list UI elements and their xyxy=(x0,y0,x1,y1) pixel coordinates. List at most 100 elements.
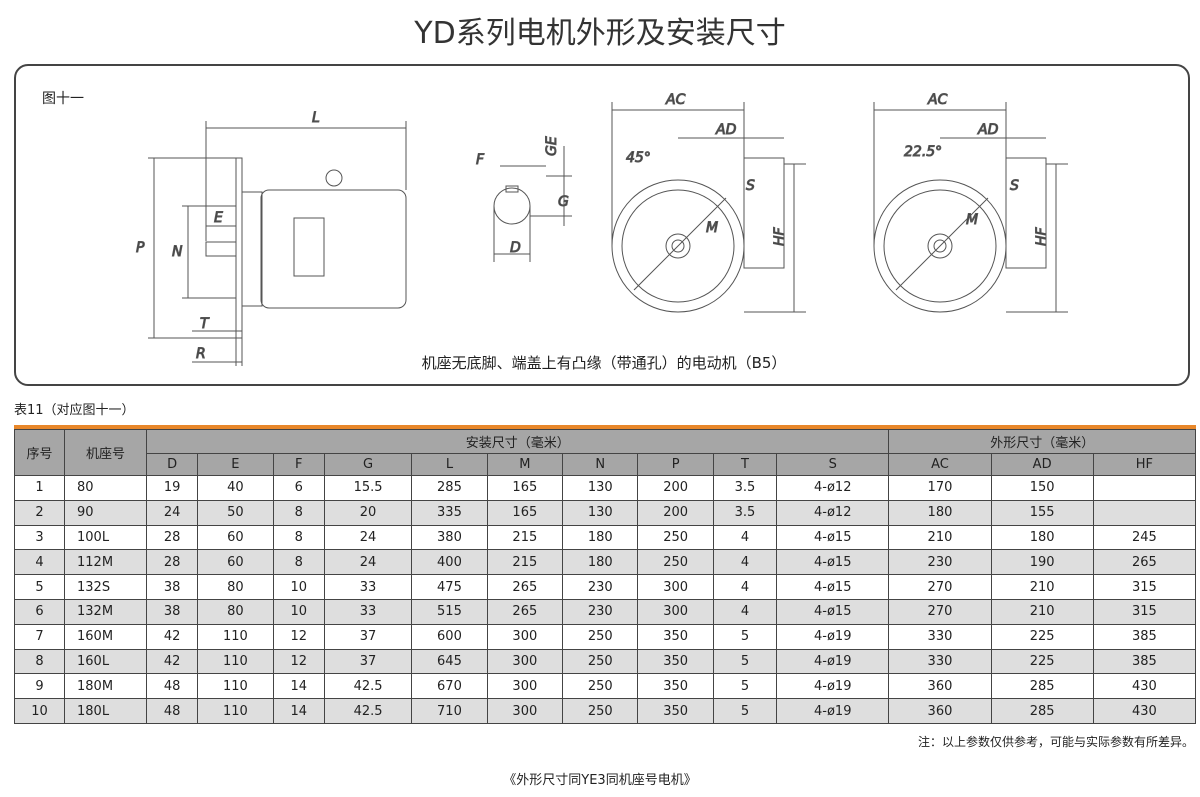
table-cell: 155 xyxy=(990,499,1094,526)
table-cell: 80 xyxy=(197,598,274,625)
table-cell: 7 xyxy=(14,623,65,650)
table-cell: 110 xyxy=(197,648,274,675)
table-cell: 430 xyxy=(1092,698,1197,724)
table-cell: 300 xyxy=(637,598,714,625)
column-header-l: L xyxy=(411,453,488,476)
table-cell: 285 xyxy=(411,475,488,501)
table-cell: 250 xyxy=(562,673,639,700)
table-cell: 130 xyxy=(562,499,639,526)
table-cell: 9 xyxy=(14,673,65,700)
table-cell: 180 xyxy=(562,549,639,576)
table-cell: 250 xyxy=(637,549,714,576)
table-cell: 170 xyxy=(888,475,992,501)
figure-caption: 机座无底脚、端盖上有凸缘（带通孔）的电动机（B5） xyxy=(421,354,787,372)
table-cell: 250 xyxy=(562,623,639,650)
page-title: YD系列电机外形及安装尺寸 xyxy=(414,16,786,51)
table-cell: 515 xyxy=(411,598,488,625)
dim-label-HF-1: HF xyxy=(772,226,788,246)
header-install-dimensions: 安装尺寸（毫米） xyxy=(145,429,890,454)
table-cell: 80 xyxy=(64,475,147,501)
table-cell: 210 xyxy=(990,574,1094,600)
shaft-section-drawing xyxy=(493,146,572,262)
table-cell: 250 xyxy=(562,648,639,675)
table-cell: 6 xyxy=(14,598,65,625)
table-cell: 130 xyxy=(562,475,639,501)
table-row: 1 80 19 40 6 15.5 285 165 130 200 3.5 4-ø12 170 150 xyxy=(14,475,1197,501)
table-cell: 4-ø15 xyxy=(776,549,890,576)
table-cell: 37 xyxy=(323,623,413,650)
column-header-t: T xyxy=(712,453,778,476)
dim-label-S-1: S xyxy=(746,178,755,194)
table-cell: 28 xyxy=(145,524,199,551)
table-cell: 190 xyxy=(990,549,1094,576)
table-cell: 24 xyxy=(145,499,199,526)
table-cell: 180L xyxy=(64,698,147,724)
table-cell: 330 xyxy=(888,623,992,650)
table-cell: 42 xyxy=(145,648,199,675)
table-cell: 4-ø15 xyxy=(776,574,890,600)
table-cell: 5 xyxy=(712,698,778,724)
table-cell: 225 xyxy=(990,648,1094,675)
front-view-45-drawing xyxy=(611,102,806,313)
table-cell: 110 xyxy=(197,698,274,724)
footer: 《外形尺寸同YE3同机座号电机》 xyxy=(503,773,697,788)
table-cell: 475 xyxy=(411,574,488,600)
table-cell: 90 xyxy=(64,499,147,526)
column-header-m: M xyxy=(486,453,564,476)
table-cell: 4-ø15 xyxy=(776,524,890,551)
column-header-g: G xyxy=(323,453,413,476)
table-cell: 360 xyxy=(888,698,992,724)
table-row: 6 132M 38 80 10 33 515 265 230 300 4 4-ø15 270 210 315 xyxy=(14,598,1197,625)
table-cell: 3.5 xyxy=(712,475,778,501)
table-cell: 14 xyxy=(272,673,325,700)
column-header-f: F xyxy=(272,453,325,476)
dim-label-AD-2: AD xyxy=(977,122,999,138)
table-cell: 4 xyxy=(14,549,65,576)
table-cell: 48 xyxy=(145,673,199,700)
table-cell: 40 xyxy=(197,475,274,501)
drawing-frame: 图十一 L P N E T R F GE G D AC AD 45° S M H… xyxy=(14,64,1190,386)
table-cell: 250 xyxy=(562,698,639,724)
column-header-e: E xyxy=(197,453,274,476)
table-label: 表11（对应图十一） xyxy=(14,403,135,418)
table-cell: 4 xyxy=(712,549,778,576)
dim-label-HF-2: HF xyxy=(1034,226,1050,246)
column-header-ac: AC xyxy=(888,453,992,476)
table-cell: 4-ø19 xyxy=(776,698,890,724)
table-cell: 10 xyxy=(272,574,325,600)
table-cell: 4-ø12 xyxy=(776,499,890,526)
table-row: 4 112M 28 60 8 24 400 215 180 250 4 4-ø15 230 190 265 xyxy=(14,549,1197,576)
table-cell: 80 xyxy=(197,574,274,600)
dim-label-P: P xyxy=(136,240,145,256)
column-header-n: N xyxy=(562,453,639,476)
table-cell: 14 xyxy=(272,698,325,724)
dimensions-table: 序号 机座号 安装尺寸（毫米） 外形尺寸（毫米） D E F G L M N P T S AC AD H… xyxy=(14,429,1197,724)
table-cell: 265 xyxy=(486,574,564,600)
table-cell: 4-ø12 xyxy=(776,475,890,501)
table-row: 9 180M 48 110 14 42.5 670 300 250 350 5 4-ø19 360 285… xyxy=(14,673,1197,700)
dim-label-angle-22-5: 22.5° xyxy=(904,144,942,160)
table-cell: 300 xyxy=(486,673,564,700)
table-cell: 270 xyxy=(888,598,992,625)
table-cell: 6 xyxy=(272,475,325,501)
table-cell: 60 xyxy=(197,524,274,551)
table-cell: 60 xyxy=(197,549,274,576)
dim-label-AC-1: AC xyxy=(665,92,686,108)
table-cell xyxy=(1092,499,1197,526)
table-cell: 300 xyxy=(486,648,564,675)
table-cell: 150 xyxy=(990,475,1094,501)
table-cell: 215 xyxy=(486,549,564,576)
table-row: 7 160M 42 110 12 37 600 300 250 350 5 4-ø19 330 225 38… xyxy=(14,623,1197,650)
figure-label: 图十一 xyxy=(42,91,84,107)
table-cell: 335 xyxy=(411,499,488,526)
table-cell: 5 xyxy=(712,623,778,650)
table-cell: 400 xyxy=(411,549,488,576)
table-cell: 270 xyxy=(888,574,992,600)
table-cell: 600 xyxy=(411,623,488,650)
dim-label-E: E xyxy=(214,210,223,226)
dim-label-AC-2: AC xyxy=(927,92,948,108)
table-cell: 3 xyxy=(14,524,65,551)
table-cell: 285 xyxy=(990,673,1094,700)
table-cell: 20 xyxy=(323,499,413,526)
table-cell: 165 xyxy=(486,475,564,501)
